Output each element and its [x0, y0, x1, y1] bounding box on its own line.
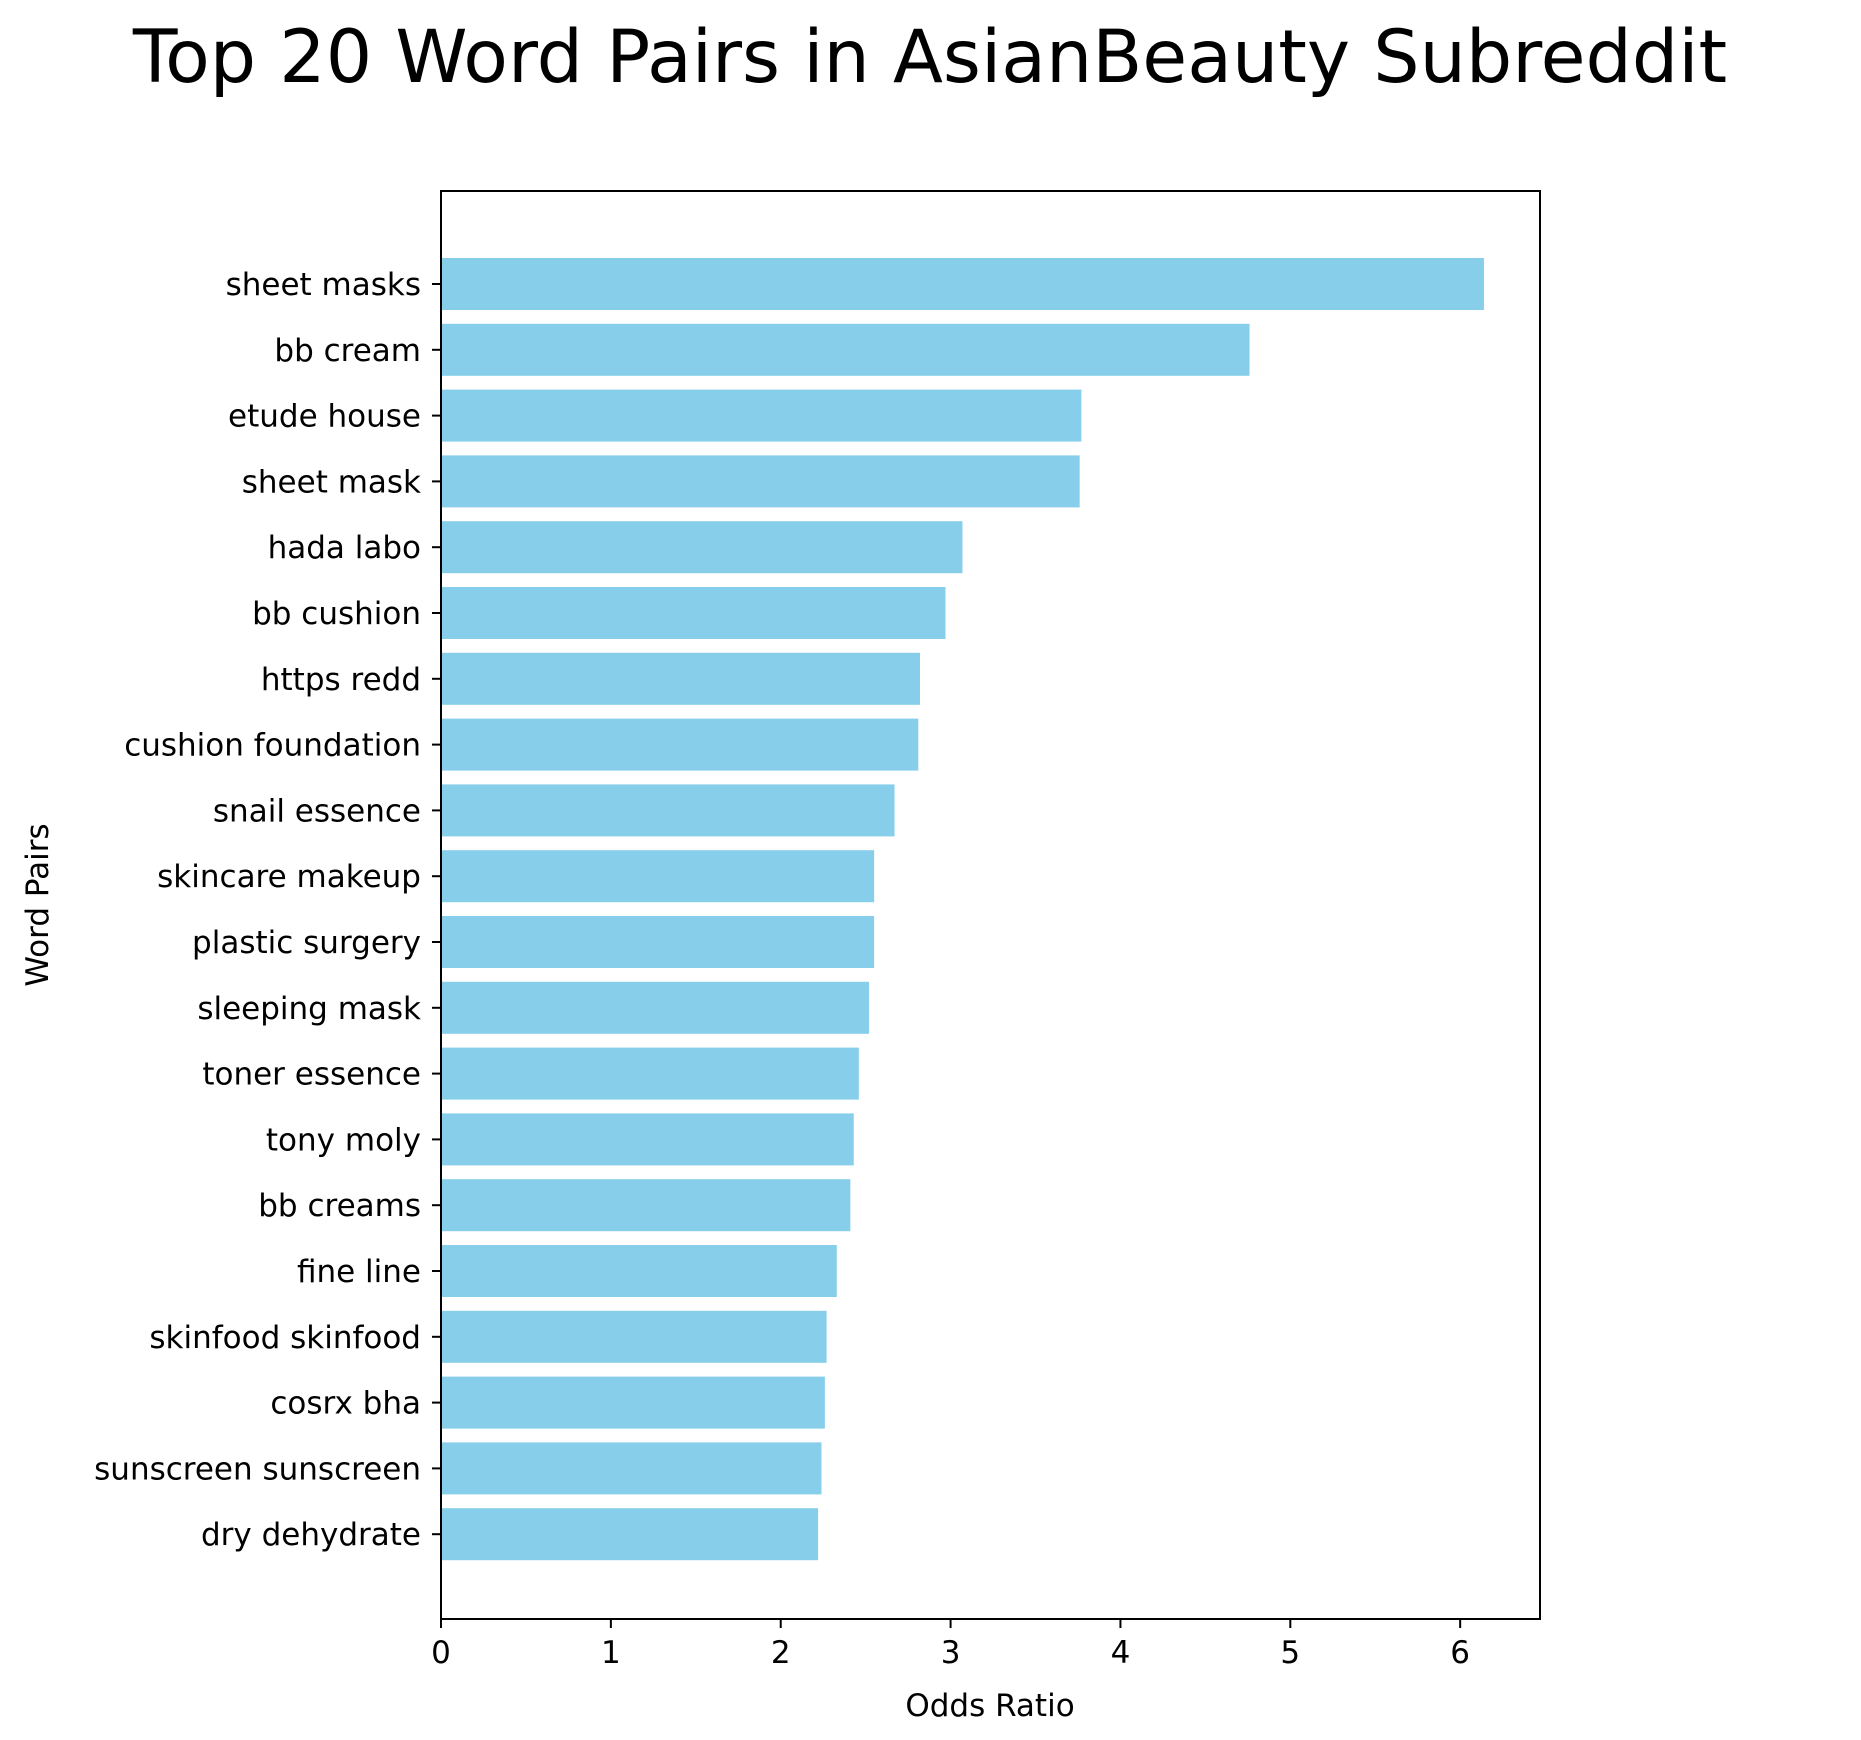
- bar-bb-cushion: [441, 587, 946, 639]
- y-tick-label: sheet mask: [242, 464, 421, 500]
- bar-sunscreen-sunscreen: [441, 1442, 822, 1495]
- bar-https-redd: [441, 652, 921, 705]
- y-tick-label: bb cream: [274, 333, 421, 369]
- y-tick-label: cosrx bha: [270, 1386, 421, 1422]
- y-tick-label: cushion foundation: [124, 728, 421, 764]
- y-tick-label: tony moly: [266, 1122, 421, 1158]
- x-tick-label: 1: [601, 1635, 621, 1671]
- y-tick-label: hada labo: [268, 530, 421, 566]
- bars-layer: [441, 258, 1484, 1561]
- y-tick-label: sleeping mask: [197, 991, 421, 1027]
- x-tick-label: 4: [1111, 1635, 1131, 1671]
- y-tick-label: https redd: [261, 662, 421, 698]
- bar-sheet-mask: [441, 455, 1080, 508]
- bar-sleeping-mask: [441, 981, 870, 1034]
- bar-cushion-foundation: [441, 718, 919, 771]
- bar-bb-cream: [441, 323, 1250, 376]
- x-tick-label: 2: [771, 1635, 791, 1671]
- y-tick-label: sheet masks: [226, 267, 421, 303]
- bar-toner-essence: [441, 1047, 859, 1100]
- x-tick-label: 0: [431, 1635, 451, 1671]
- y-tick-label: plastic surgery: [192, 925, 421, 961]
- bar-skincare-makeup: [441, 850, 875, 903]
- y-axis-label: Word Pairs: [20, 823, 56, 986]
- bar-fine-line: [441, 1245, 837, 1297]
- bar-snail-essence: [441, 784, 895, 837]
- chart-title: Top 20 Word Pairs in AsianBeauty Subredd…: [132, 15, 1727, 100]
- x-tick-label: 5: [1280, 1635, 1300, 1671]
- bar-cosrx-bha: [441, 1376, 825, 1429]
- y-tick-label: skinfood skinfood: [149, 1320, 421, 1356]
- y-axis: sheet masks bb cream etude house sheet mask…: [94, 267, 441, 1553]
- y-tick-label: etude house: [228, 399, 421, 435]
- plot-frame: [440, 190, 1541, 1620]
- bar-etude-house: [441, 389, 1082, 442]
- x-axis-label: Odds Ratio: [905, 1688, 1074, 1724]
- bar-sheet-masks: [441, 258, 1484, 310]
- x-tick-label: 3: [941, 1635, 961, 1671]
- bar-hada-labo: [441, 521, 963, 574]
- y-tick-label: fine line: [297, 1254, 421, 1290]
- y-tick-label: snail essence: [213, 793, 421, 829]
- x-axis: 0 1 2 3 4 5 6: [431, 1619, 1470, 1671]
- y-tick-label: bb cushion: [252, 596, 421, 632]
- y-tick-label: skincare makeup: [157, 859, 421, 895]
- bar-dry-dehydrate: [441, 1508, 819, 1561]
- y-tick-label: sunscreen sunscreen: [94, 1451, 421, 1487]
- bar-skinfood-skinfood: [441, 1310, 827, 1363]
- bar-plastic-surgery: [441, 916, 875, 968]
- x-tick-label: 6: [1450, 1635, 1470, 1671]
- bar-tony-moly: [441, 1113, 854, 1166]
- y-tick-label: toner essence: [202, 1057, 421, 1093]
- bar-bb-creams: [441, 1179, 851, 1232]
- y-tick-label: bb creams: [258, 1188, 421, 1224]
- y-tick-label: dry dehydrate: [201, 1517, 421, 1553]
